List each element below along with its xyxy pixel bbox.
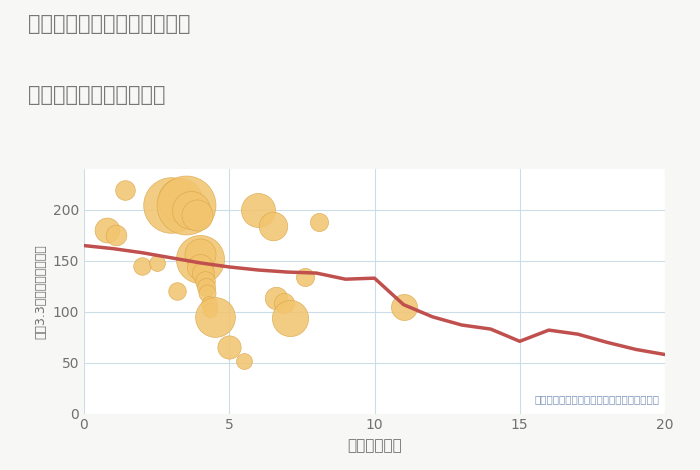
Point	[205, 306, 216, 313]
Point	[299, 274, 310, 281]
Point	[172, 288, 183, 295]
Point	[200, 283, 211, 291]
Point	[285, 314, 296, 321]
Point	[186, 206, 197, 214]
Point	[224, 344, 235, 351]
Point	[398, 303, 409, 311]
Point	[238, 357, 249, 364]
Point	[174, 196, 186, 204]
Point	[314, 219, 325, 226]
Point	[209, 313, 220, 321]
Point	[202, 290, 213, 297]
Text: 大阪府大阪市中央区神崎町の: 大阪府大阪市中央区神崎町の	[28, 14, 190, 34]
Point	[165, 201, 176, 209]
Text: 円の大きさは、取引のあった物件面積を示す: 円の大きさは、取引のあった物件面積を示す	[534, 394, 659, 404]
Text: 駅距離別中古戸建て価格: 駅距離別中古戸建て価格	[28, 85, 165, 105]
Point	[136, 262, 148, 270]
Point	[279, 299, 290, 306]
Point	[253, 206, 264, 214]
Point	[195, 263, 206, 271]
Point	[151, 259, 162, 266]
X-axis label: 駅距離（分）: 駅距離（分）	[347, 438, 402, 453]
Point	[192, 212, 203, 219]
Point	[180, 201, 191, 209]
Point	[203, 300, 214, 307]
Point	[195, 255, 206, 263]
Point	[267, 222, 279, 230]
Point	[111, 232, 122, 239]
Point	[119, 186, 130, 193]
Point	[197, 269, 209, 277]
Y-axis label: 坪（3.3㎡）単価（万円）: 坪（3.3㎡）単価（万円）	[34, 244, 47, 339]
Point	[102, 227, 113, 234]
Point	[270, 294, 281, 301]
Point	[195, 250, 206, 258]
Point	[199, 277, 210, 285]
